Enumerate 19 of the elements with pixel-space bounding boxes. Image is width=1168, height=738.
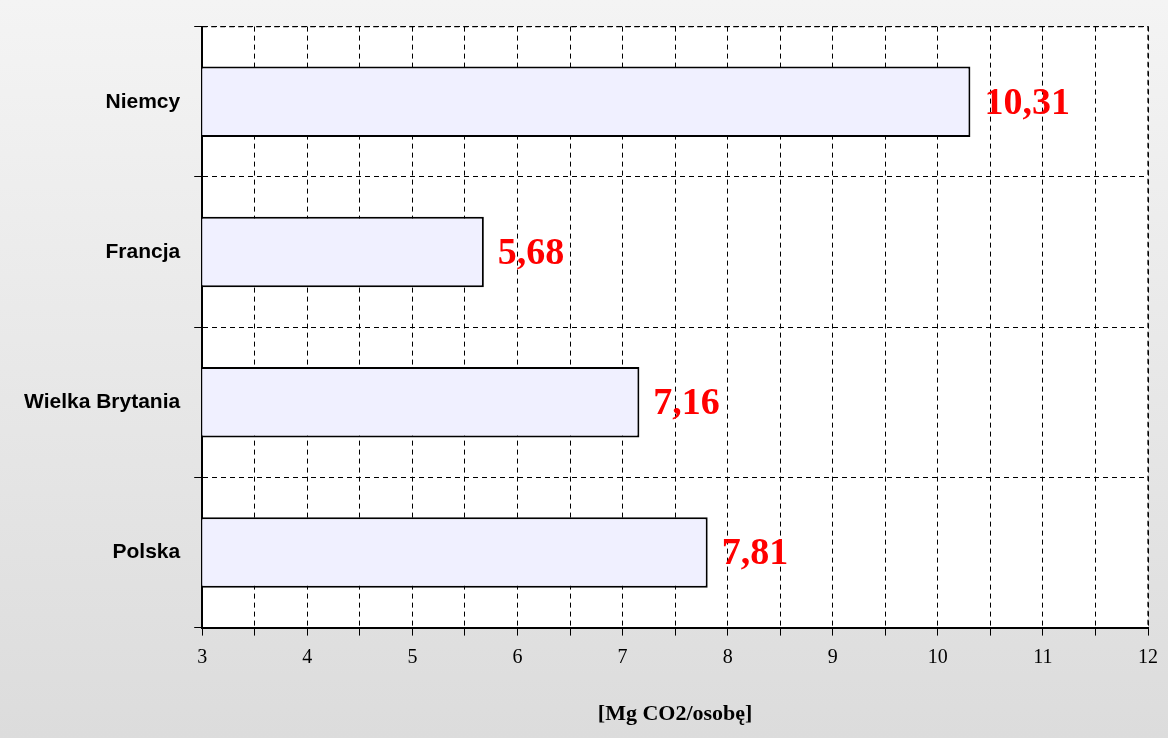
x-tick-label: 4	[302, 644, 313, 667]
x-tick-label: 10	[927, 644, 948, 667]
x-tick-label: 3	[197, 644, 208, 667]
data-label: 7,81	[721, 530, 789, 573]
data-label: 5,68	[497, 229, 565, 272]
x-tick-label: 5	[407, 644, 418, 667]
x-axis-title: [Mg CO2/osobę]	[597, 700, 753, 726]
y-tick-label: Wielka Brytania	[23, 389, 181, 413]
x-tick-label: 8	[722, 644, 733, 667]
x-tick-label: 6	[512, 644, 523, 667]
x-tick-label: 11	[1033, 644, 1053, 667]
y-tick-label: Niemcy	[105, 88, 181, 112]
x-tick-label: 12	[1138, 644, 1158, 667]
data-label: 7,16	[653, 380, 720, 423]
x-tick-label: 9	[827, 644, 838, 667]
y-tick-label: Francja	[105, 238, 181, 262]
data-label: 10,31	[984, 79, 1070, 122]
y-tick-label: Polska	[112, 539, 181, 563]
x-tick-label: 7	[617, 644, 628, 667]
